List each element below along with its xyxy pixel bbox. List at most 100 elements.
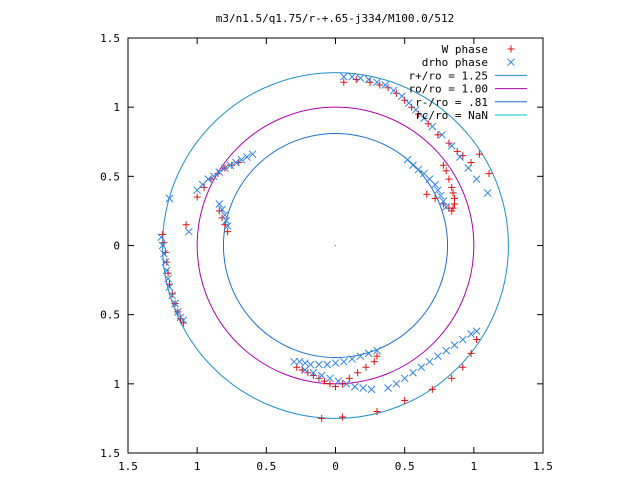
drho-phase-point — [164, 274, 172, 283]
y-tick-label: 1.5 — [100, 447, 120, 460]
legend-label: drho phase — [422, 56, 488, 69]
legend-label: r-/ro = .81 — [415, 96, 488, 109]
w-phase-point — [182, 221, 190, 229]
drho-phase-point — [364, 349, 373, 358]
w-phase-point — [228, 161, 236, 169]
w-phase-point — [373, 352, 381, 360]
w-phase-point — [448, 374, 456, 382]
legend-label: rc/ro = NaN — [415, 109, 488, 122]
drho-phase-point — [158, 241, 167, 250]
drho-phase-point — [157, 233, 166, 242]
w-phase-point — [459, 152, 467, 160]
cross-b — [439, 197, 448, 206]
cross-b — [309, 368, 318, 377]
cross-b — [389, 86, 398, 95]
cross-b — [226, 161, 235, 170]
drho-phase-point — [342, 379, 351, 388]
cross-b — [428, 122, 437, 131]
x-tick-label: 1 — [471, 460, 478, 473]
cross-b — [384, 384, 392, 392]
cross-b — [447, 142, 456, 150]
drho-phase-point — [171, 299, 179, 308]
drho-phase-point — [173, 308, 182, 316]
drho-phase-point — [450, 341, 459, 349]
cross-b — [171, 299, 179, 308]
w-phase-point — [366, 78, 374, 86]
drho-phase-point — [373, 346, 381, 355]
drho-phase-point — [384, 384, 392, 392]
cross-b — [215, 200, 224, 208]
w-phase-point — [428, 385, 436, 393]
drho-phase-point — [417, 363, 426, 372]
w-phase-point — [338, 413, 346, 421]
y-tick-label: 1 — [113, 378, 120, 391]
y-tick-label: 1.5 — [100, 32, 120, 45]
cross-b — [248, 150, 257, 159]
chart-title: m3/n1.5/q1.75/r-+.65-j334/M100.0/512 — [216, 12, 454, 25]
cross-b — [342, 379, 351, 388]
drho-phase-point — [215, 168, 224, 177]
x-tick-label: 0 — [332, 460, 339, 473]
cross-b — [414, 165, 423, 174]
cross-b — [356, 352, 365, 361]
w-phase-point — [224, 228, 232, 236]
y-tick-label: 0 — [113, 240, 120, 253]
cross-b — [431, 180, 439, 189]
drho-phase-point — [339, 72, 348, 81]
cross-b — [472, 327, 481, 336]
cross-b — [373, 346, 381, 355]
cross-b — [442, 346, 451, 355]
w-phase-point — [193, 193, 201, 201]
w-phase-point — [445, 204, 453, 212]
cross-b — [165, 283, 174, 291]
cross-b — [364, 75, 373, 84]
drho-phase-point — [161, 258, 170, 266]
cross-b — [467, 330, 475, 338]
cross-b — [160, 249, 168, 258]
w-phase-point — [373, 408, 381, 415]
cross-b — [411, 106, 420, 114]
w-phase-point — [450, 200, 458, 208]
w-phase-point — [168, 290, 176, 298]
cross-b — [339, 357, 348, 366]
drho-phase-point — [204, 175, 213, 183]
cross-b — [162, 266, 171, 275]
x-tick-label: 1.5 — [118, 460, 138, 473]
drho-phase-point — [400, 374, 409, 383]
cross-b — [168, 291, 177, 300]
w-phase-point — [423, 190, 431, 198]
center-dot — [334, 244, 337, 247]
drho-phase-point — [425, 357, 434, 366]
w-phase-point — [326, 380, 334, 388]
w-phase-point — [215, 207, 223, 215]
cross-b — [326, 374, 334, 383]
w-phase-point — [370, 358, 378, 366]
cross-b — [456, 153, 464, 161]
drho-phase-point — [356, 352, 365, 361]
w-phase-point — [159, 230, 167, 238]
drho-phase-point — [364, 75, 373, 84]
drho-phase-point — [326, 374, 334, 383]
cross-b — [367, 385, 376, 394]
w-phase-point — [449, 189, 457, 197]
drho-phase-point — [237, 155, 246, 164]
drho-phase-point — [359, 384, 368, 392]
cross-b — [204, 175, 213, 183]
x-tick-label: 0.5 — [395, 460, 415, 473]
cross-b — [359, 384, 368, 392]
axis-ticks: 1.5 1 0.5 0 0.5 1 1.51.510.500.511.5 — [100, 32, 553, 473]
cross-b — [218, 205, 226, 214]
cross-b — [398, 92, 406, 100]
cross-b — [356, 74, 365, 82]
legend-label: W phase — [442, 43, 488, 56]
w-phase-point — [445, 175, 453, 183]
drho-phase-point — [301, 359, 309, 367]
drho-phase-point — [409, 161, 417, 170]
drho-phase-point — [348, 355, 356, 363]
cross-b — [215, 168, 224, 177]
drho-phase-point — [438, 130, 446, 139]
drho-phase-point — [295, 357, 304, 366]
cross-b — [173, 308, 182, 316]
